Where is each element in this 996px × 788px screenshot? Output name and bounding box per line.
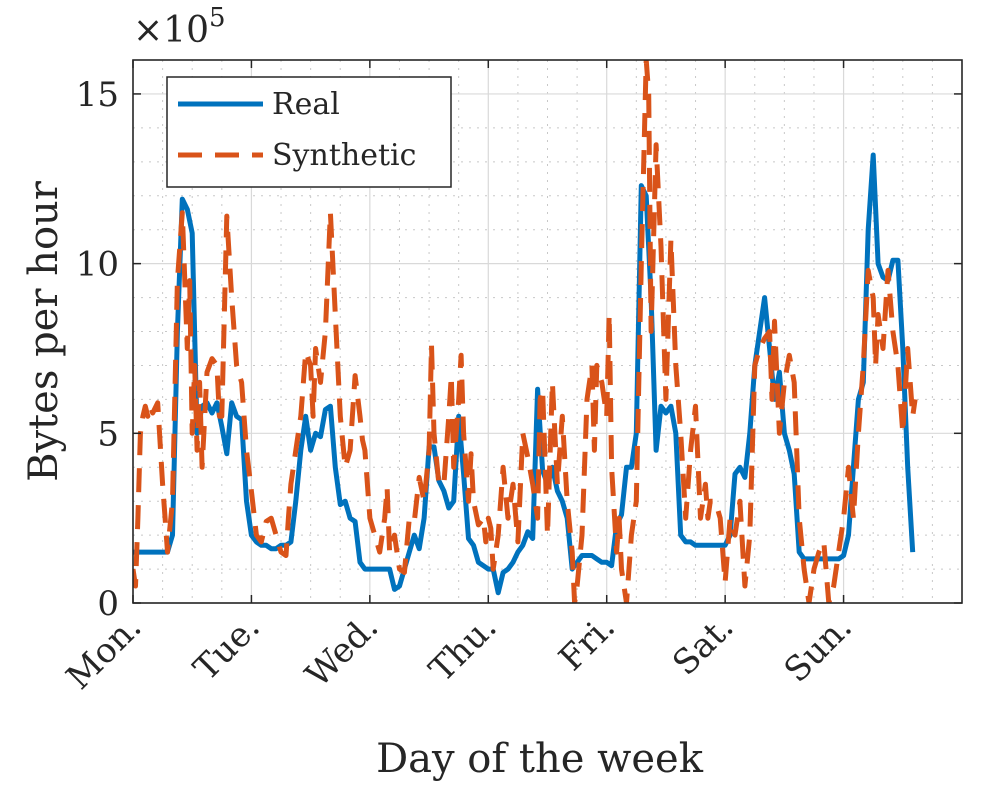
x-tick-label: Thu.: [422, 607, 505, 690]
legend: Real Synthetic: [166, 76, 452, 188]
y-tick-label: 5: [97, 414, 119, 454]
x-tick-label: Fri.: [551, 607, 623, 679]
x-tick-label: Wed.: [298, 607, 386, 695]
legend-label-real: Real: [272, 87, 340, 122]
axes-box: [132, 59, 963, 604]
x-tick-label: Sat.: [665, 607, 741, 683]
legend-box: [166, 76, 452, 188]
series-line-real: [133, 152, 916, 596]
y-tick-label: 10: [76, 245, 119, 285]
x-tick-label: Sun.: [777, 607, 860, 690]
y-tick-label: 0: [97, 584, 119, 624]
y-tick-label: 15: [76, 75, 119, 115]
y-axis-label: Bytes per hour: [21, 180, 67, 482]
tick-marks: [132, 60, 962, 604]
x-tick-label: Tue.: [186, 607, 268, 689]
y-multiplier-label: ×105: [133, 3, 226, 51]
series-line-synthetic: [133, 60, 918, 603]
legend-label-synthetic: Synthetic: [272, 138, 416, 173]
x-axis-label: Day of the week: [376, 736, 704, 782]
series-layer: [133, 60, 918, 603]
